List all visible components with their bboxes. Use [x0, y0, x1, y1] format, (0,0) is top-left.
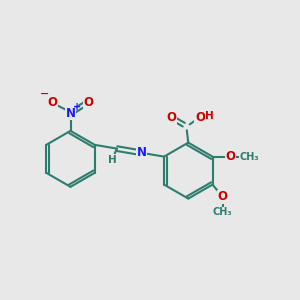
Text: −: − [40, 89, 50, 99]
Text: O: O [167, 111, 176, 124]
Text: N: N [137, 146, 147, 159]
Text: H: H [205, 111, 214, 122]
Text: +: + [73, 102, 81, 112]
Text: H: H [108, 155, 117, 165]
Text: O: O [195, 110, 205, 124]
Text: O: O [218, 190, 228, 203]
Text: CH₃: CH₃ [239, 152, 259, 162]
Text: O: O [83, 95, 93, 109]
Text: N: N [65, 107, 76, 120]
Text: O: O [226, 150, 236, 163]
Text: O: O [48, 95, 58, 109]
Text: CH₃: CH₃ [213, 207, 233, 217]
